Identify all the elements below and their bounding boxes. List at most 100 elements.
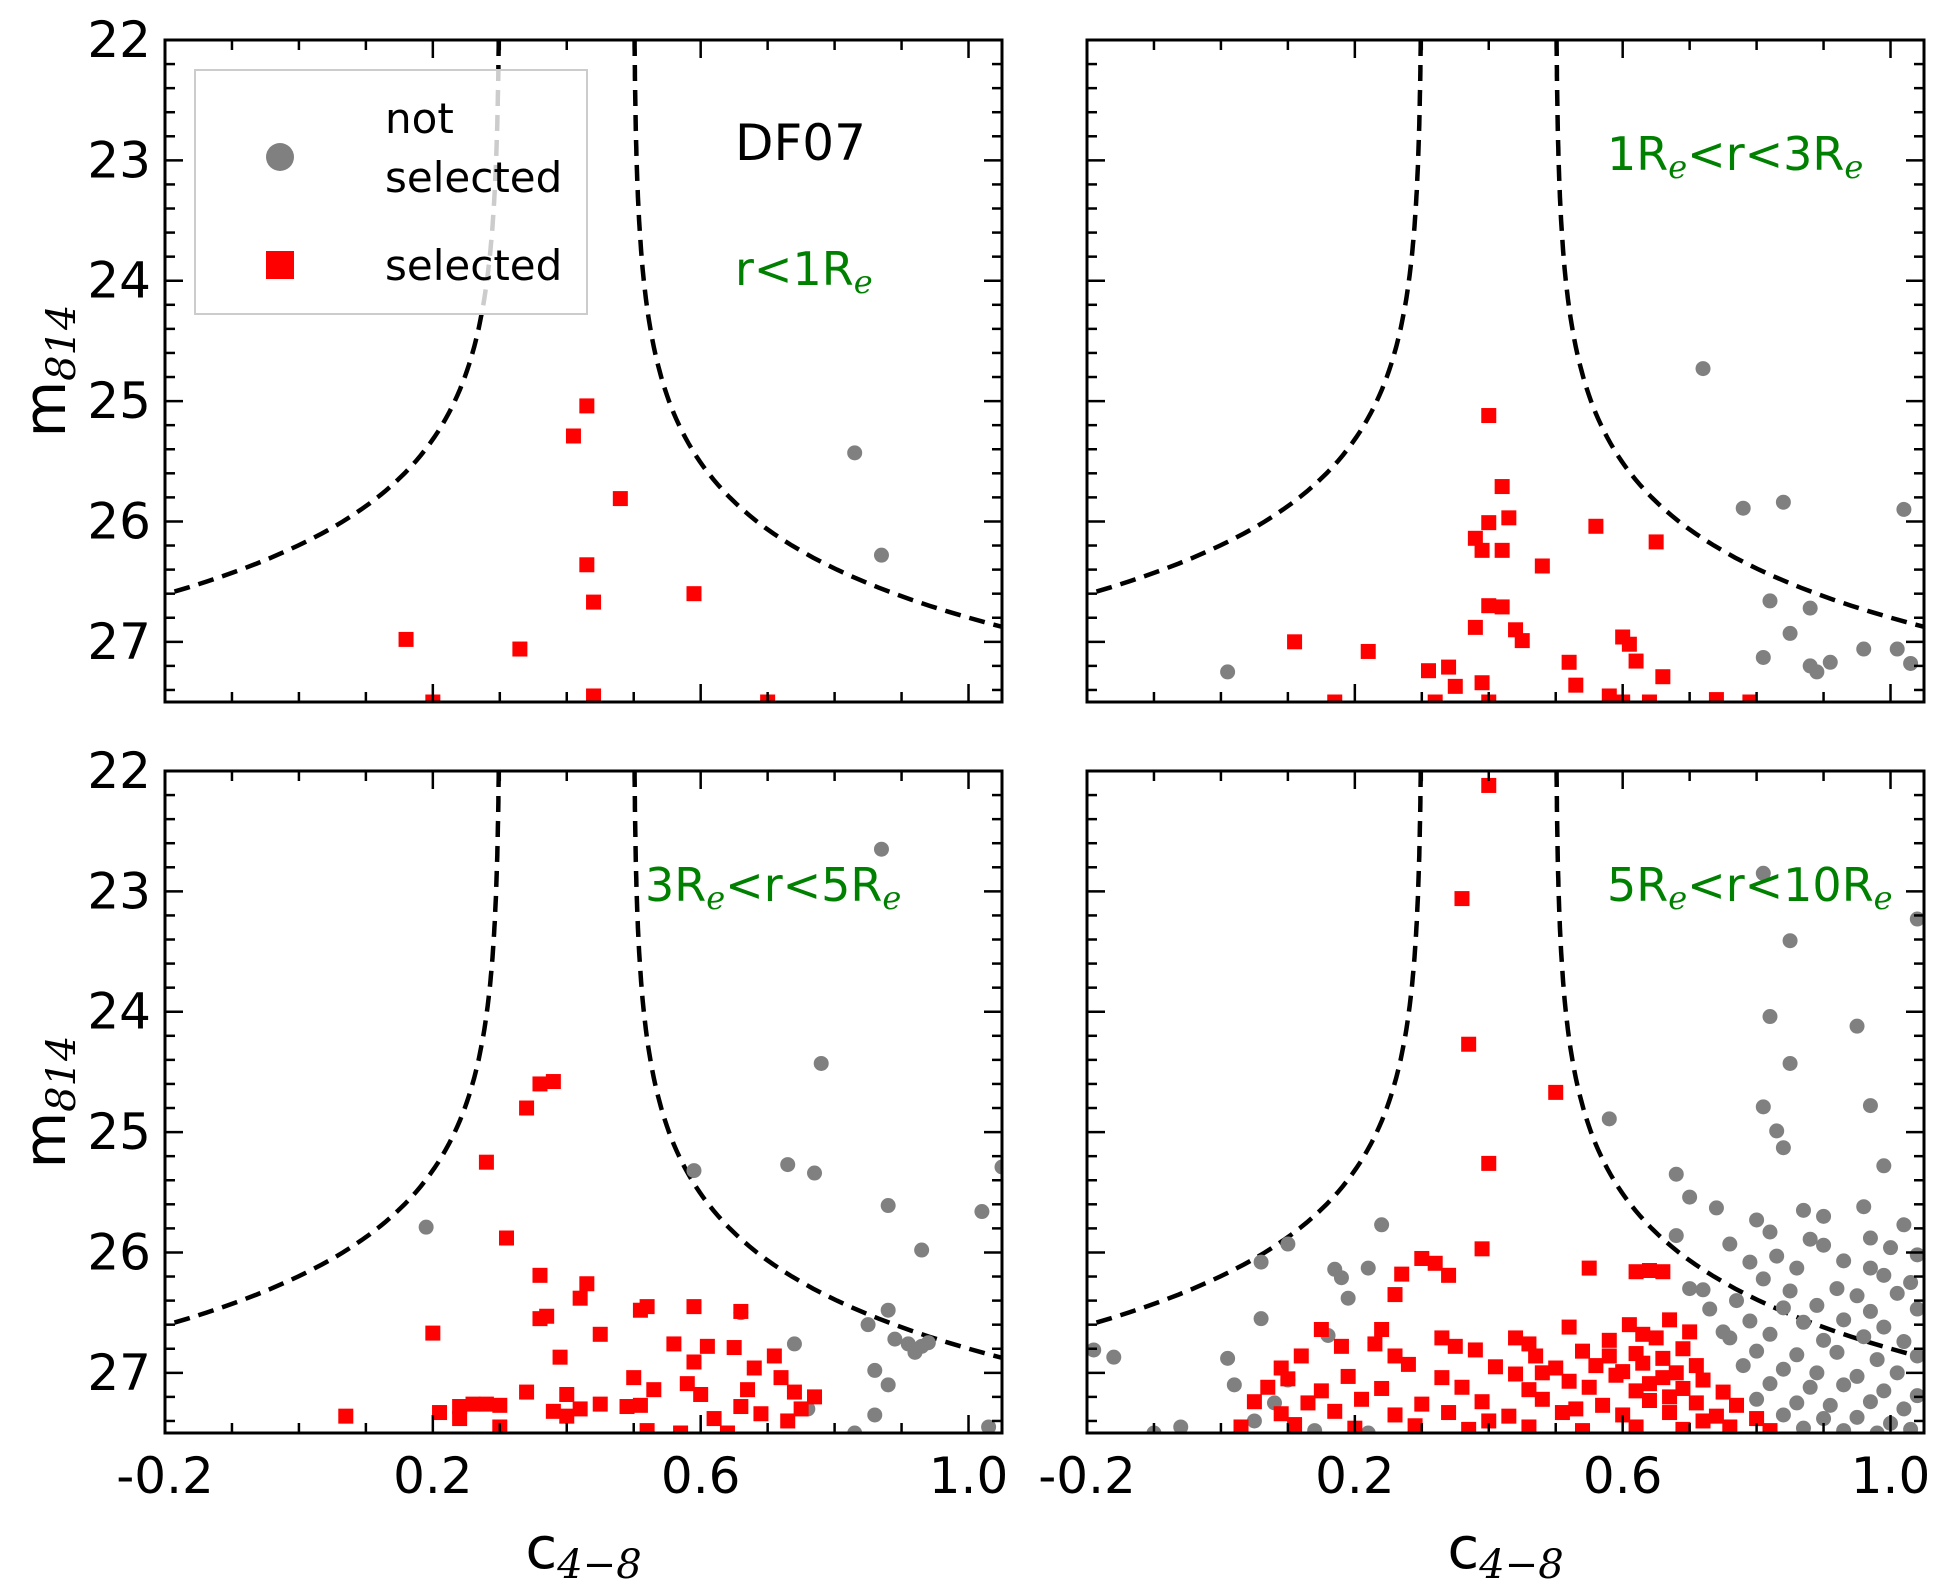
data-point	[532, 1267, 548, 1283]
data-point	[1762, 1009, 1778, 1025]
data-point	[1735, 1358, 1751, 1374]
data-point	[1742, 694, 1758, 702]
data-point	[1354, 1391, 1370, 1407]
x-tick-label: 0.2	[1315, 1447, 1395, 1505]
data-point	[1742, 1313, 1758, 1329]
data-point	[1641, 1263, 1657, 1279]
ticks	[1085, 769, 1924, 1433]
ticks	[163, 769, 1002, 1433]
region-label: 3Re<r<5Re	[645, 858, 901, 917]
data-point	[1795, 1314, 1811, 1330]
data-point	[545, 1403, 561, 1419]
data-point	[1333, 1338, 1349, 1354]
data-point	[338, 1408, 354, 1424]
data-point	[847, 1425, 863, 1433]
ticks	[163, 38, 1002, 702]
data-point	[1802, 1231, 1818, 1247]
data-point	[1561, 1373, 1577, 1389]
data-point	[1829, 1281, 1845, 1297]
data-point	[1675, 1421, 1691, 1433]
data-point	[867, 1407, 883, 1423]
data-point	[1447, 678, 1463, 694]
data-point	[1628, 1264, 1644, 1280]
plot-area	[1087, 40, 1924, 702]
data-point	[632, 1397, 648, 1413]
data-point	[1246, 1413, 1262, 1429]
data-point	[813, 1055, 829, 1071]
data-point	[545, 1074, 561, 1090]
data-point	[907, 1344, 923, 1360]
data-point	[1454, 1379, 1470, 1395]
data-point	[1695, 361, 1711, 377]
data-point	[1782, 1283, 1798, 1299]
data-point	[1668, 1166, 1684, 1182]
data-point	[1809, 664, 1825, 680]
data-point	[1849, 1409, 1865, 1425]
selection-boundary-left	[1087, 771, 1423, 1328]
data-point	[1601, 1111, 1617, 1127]
data-point	[579, 557, 595, 573]
selection-boundary-right	[632, 40, 1002, 630]
data-point	[1534, 558, 1550, 574]
x-tick-label: 0.2	[393, 1447, 473, 1505]
data-point	[626, 1370, 642, 1386]
data-point	[1561, 1319, 1577, 1335]
data-point	[780, 1413, 796, 1429]
data-point	[519, 1100, 535, 1116]
data-point	[1795, 1420, 1811, 1433]
data-point	[1883, 1240, 1899, 1256]
data-point	[1260, 1379, 1276, 1395]
data-point	[1434, 1330, 1450, 1346]
series-selected	[1287, 408, 1758, 702]
data-point	[1668, 1365, 1684, 1381]
galaxy-label: DF07	[735, 114, 866, 172]
data-point	[1293, 1348, 1309, 1364]
data-point	[880, 1377, 896, 1393]
legend: not selected selected	[194, 69, 588, 315]
data-point	[1360, 1260, 1376, 1276]
data-point	[1481, 777, 1497, 793]
data-point	[1534, 1391, 1550, 1407]
data-point	[1789, 1347, 1805, 1363]
data-point	[1742, 1254, 1758, 1270]
data-point	[572, 1401, 588, 1417]
data-point	[1501, 510, 1517, 526]
data-point	[1481, 408, 1497, 424]
data-point	[873, 547, 889, 563]
data-point	[1688, 1395, 1704, 1411]
data-point	[1869, 1425, 1885, 1433]
data-point	[1722, 1330, 1738, 1346]
data-point	[1481, 1413, 1497, 1429]
data-point	[1862, 1260, 1878, 1276]
data-point	[646, 1382, 662, 1398]
data-point	[1374, 1380, 1390, 1396]
data-point	[1360, 1425, 1376, 1433]
data-point	[1862, 1230, 1878, 1246]
series-not-selected	[1220, 361, 1919, 680]
data-point	[1655, 1264, 1671, 1280]
data-point	[1474, 1394, 1490, 1410]
data-point	[1494, 479, 1510, 495]
data-point	[1909, 1348, 1924, 1364]
data-point	[1575, 1343, 1591, 1359]
data-point	[425, 1325, 441, 1341]
data-point	[1682, 1189, 1698, 1205]
data-point	[1755, 649, 1771, 665]
series-not-selected	[418, 841, 1002, 1433]
data-point	[1816, 1332, 1832, 1348]
data-point	[1641, 694, 1657, 702]
data-point	[746, 1360, 762, 1376]
data-point	[478, 1396, 494, 1412]
data-point	[1655, 1350, 1671, 1366]
data-point	[974, 1204, 990, 1220]
data-point	[1876, 1319, 1892, 1335]
data-point	[1722, 1419, 1738, 1433]
data-point	[686, 1354, 702, 1370]
data-point	[1374, 1321, 1390, 1337]
data-point	[1561, 654, 1577, 670]
selection-boundary-right	[632, 771, 1002, 1361]
data-point	[693, 1386, 709, 1402]
data-point	[1729, 1293, 1745, 1309]
data-point	[492, 1397, 508, 1413]
data-point	[1461, 1036, 1477, 1052]
